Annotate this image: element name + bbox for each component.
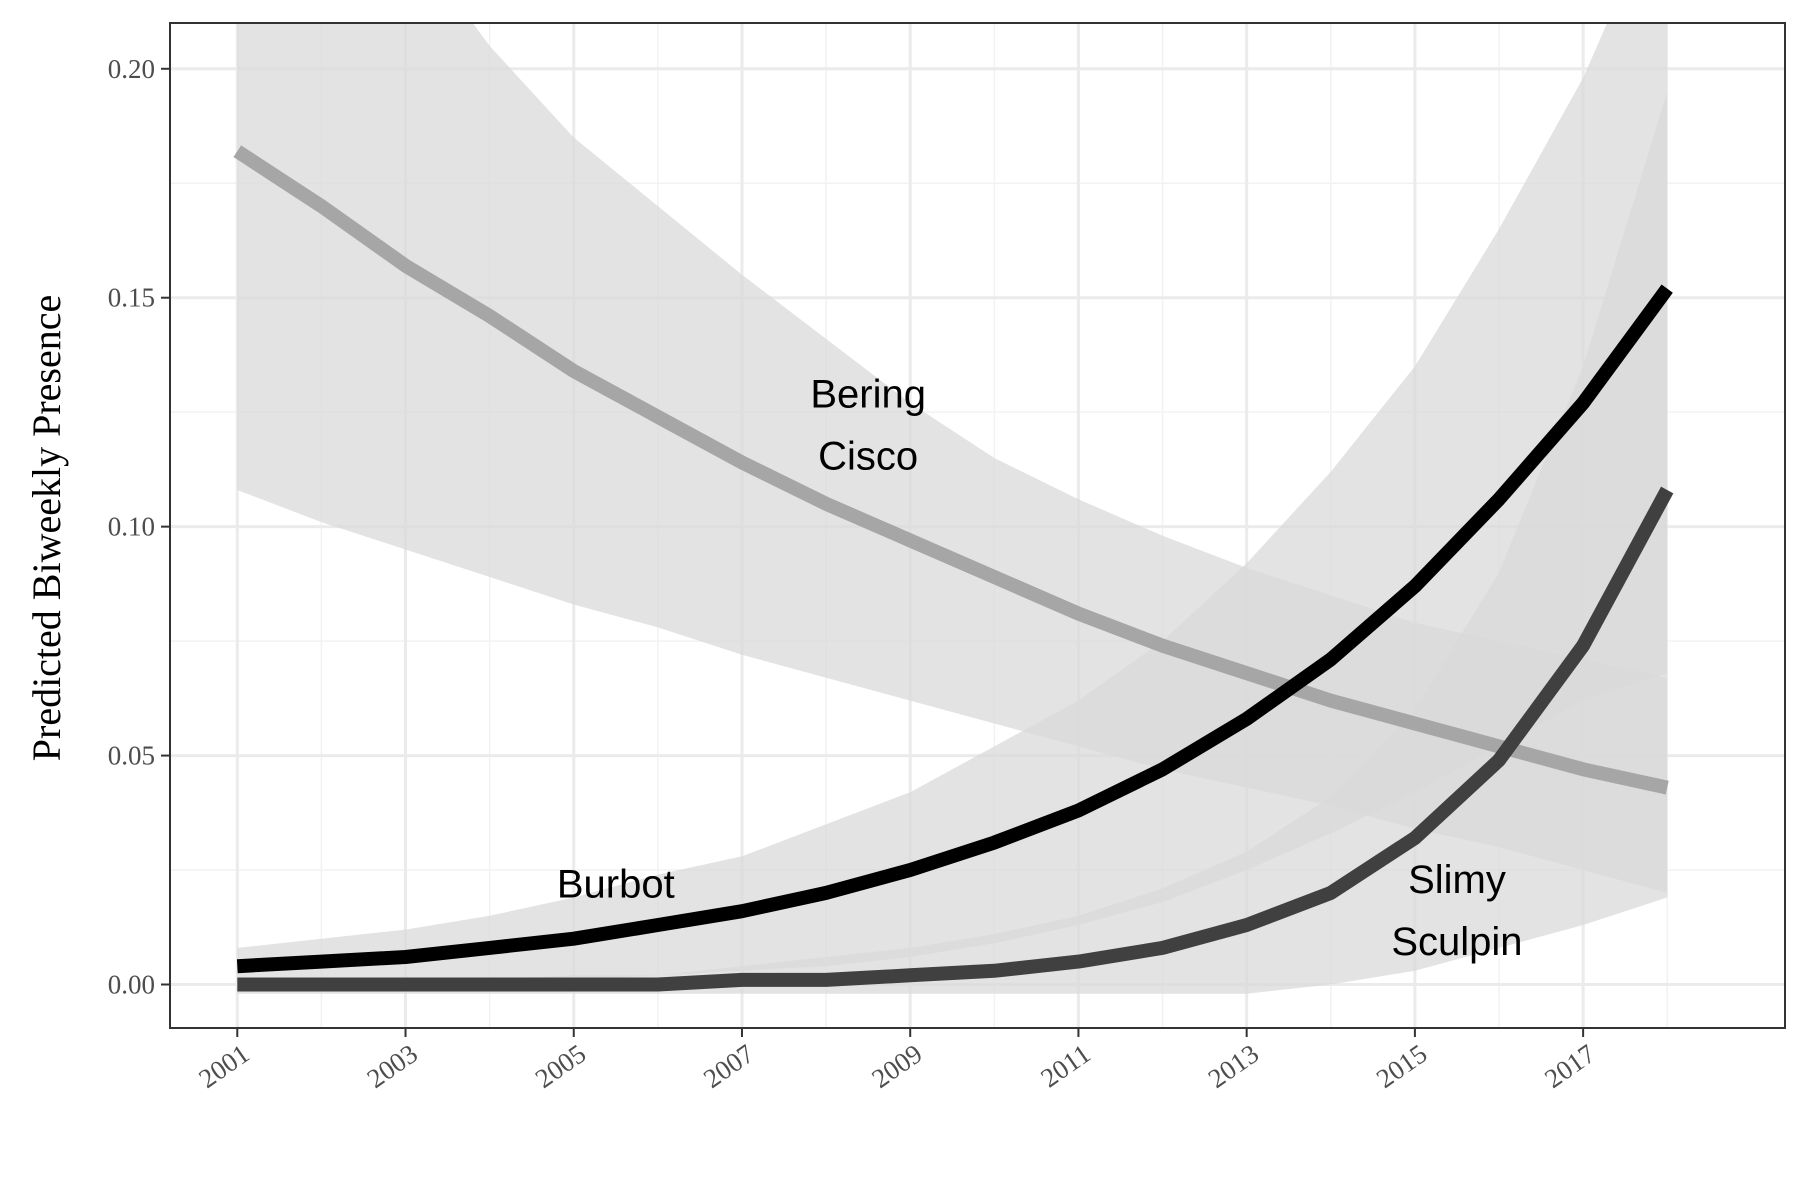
y-tick-label: 0.20 <box>108 54 155 84</box>
bering-cisco-label: Cisco <box>818 435 918 479</box>
x-tick-label: 2015 <box>1371 1038 1432 1094</box>
series-lines <box>233 145 1674 992</box>
series-annotations: Bering Cisco Burbot Slimy Sculpin <box>557 373 1523 964</box>
y-axis-title: Predicted Biweekly Presence <box>24 295 69 762</box>
bering-cisco-line <box>233 145 1669 795</box>
y-tick-label: 0.00 <box>108 970 155 1000</box>
slimy-sculpin-label: Sculpin <box>1391 920 1522 964</box>
y-tick-label: 0.05 <box>108 741 155 771</box>
bering-cisco-label: Bering <box>810 373 926 417</box>
slimy-sculpin-line <box>237 486 1674 992</box>
burbot-band <box>237 23 1668 985</box>
burbot-line <box>236 284 1673 974</box>
y-tick-label: 0.15 <box>108 283 155 313</box>
slimy-sculpin-label: Slimy <box>1408 858 1506 902</box>
slimy-sculpin-band <box>237 91 1668 994</box>
y-tick-label: 0.10 <box>108 512 155 542</box>
x-tick-label: 2011 <box>1035 1038 1096 1093</box>
x-tick-label: 2017 <box>1539 1038 1600 1094</box>
x-axis: 2001 2003 2005 2007 2009 2011 2013 2015 2017 <box>193 1028 1601 1094</box>
x-tick-label: 2003 <box>362 1038 423 1094</box>
y-axis: 0.00 0.05 0.10 0.15 0.20 <box>108 54 170 1000</box>
x-tick-label: 2001 <box>193 1038 254 1094</box>
x-tick-label: 2005 <box>530 1038 591 1094</box>
burbot-label: Burbot <box>557 863 675 907</box>
x-tick-label: 2009 <box>866 1038 927 1094</box>
x-tick-label: 2013 <box>1203 1038 1264 1094</box>
plot-border <box>169 22 1786 1029</box>
x-tick-label: 2007 <box>698 1038 759 1094</box>
